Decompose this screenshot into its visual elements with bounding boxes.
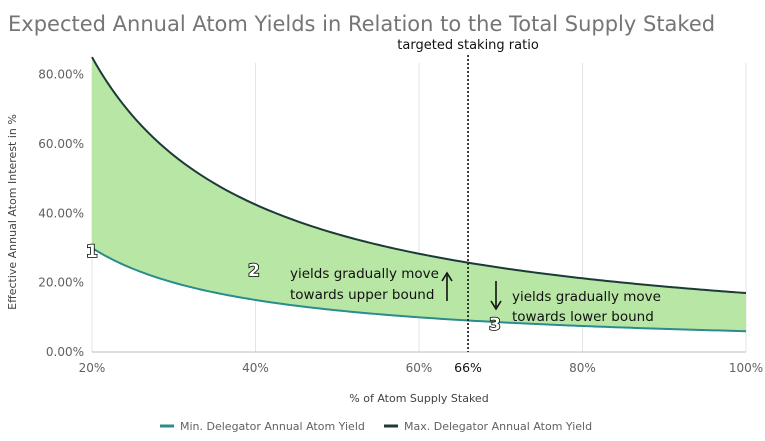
- target-ratio-label: targeted staking ratio: [397, 38, 539, 53]
- x-tick-label: 20%: [79, 361, 106, 375]
- gridlines: [91, 63, 747, 353]
- y-tick-label: 40.00%: [38, 206, 84, 220]
- annotation-marker-3: 3: [489, 315, 501, 335]
- y-tick-label: 60.00%: [38, 137, 84, 151]
- annotation-marker-1: 1: [86, 242, 98, 262]
- tick-labels: 20% 40% 60% 80% 100% 0.00% 20.00% 40.00% 60.00% 8…: [38, 68, 763, 376]
- yield-band-area: [92, 57, 746, 332]
- y-tick-label: 0.00%: [46, 345, 84, 359]
- target-ratio-tick-label: 66%: [454, 360, 482, 375]
- x-axis-title: % of Atom Supply Staked: [349, 392, 488, 405]
- series-lines: [91, 56, 747, 333]
- series-line-min-yield: [91, 247, 747, 333]
- annotation-upper-bound-text: yields gradually move: [290, 266, 439, 282]
- x-tick-label: 60%: [406, 361, 433, 375]
- annotations: 1 2 yields gradually move towards upper bou…: [85, 241, 661, 336]
- arrow-up-head-icon: [441, 271, 453, 282]
- legend-label-min: Min. Delegator Annual Atom Yield: [180, 420, 365, 433]
- annotation-lower-bound-text: yields gradually move: [512, 289, 661, 305]
- series-line-max-yield: [91, 56, 747, 295]
- arrow-down-head-icon: [490, 300, 502, 311]
- chart-title: Expected Annual Atom Yields in Relation …: [8, 12, 715, 36]
- y-tick-label: 20.00%: [38, 276, 84, 290]
- x-tick-label: 100%: [729, 361, 763, 375]
- annotation-marker-2: 2: [248, 261, 260, 281]
- legend-label-max: Max. Delegator Annual Atom Yield: [404, 420, 592, 433]
- y-axis-title: Effective Annual Atom Interest in %: [6, 114, 19, 310]
- y-tick-label: 80.00%: [38, 68, 84, 82]
- legend: Min. Delegator Annual Atom Yield Max. Del…: [160, 420, 592, 433]
- annotation-upper-bound-text: towards upper bound: [290, 287, 434, 303]
- annotation-lower-bound-text: towards lower bound: [512, 309, 654, 325]
- x-tick-label: 40%: [242, 361, 269, 375]
- x-tick-label: 80%: [569, 361, 596, 375]
